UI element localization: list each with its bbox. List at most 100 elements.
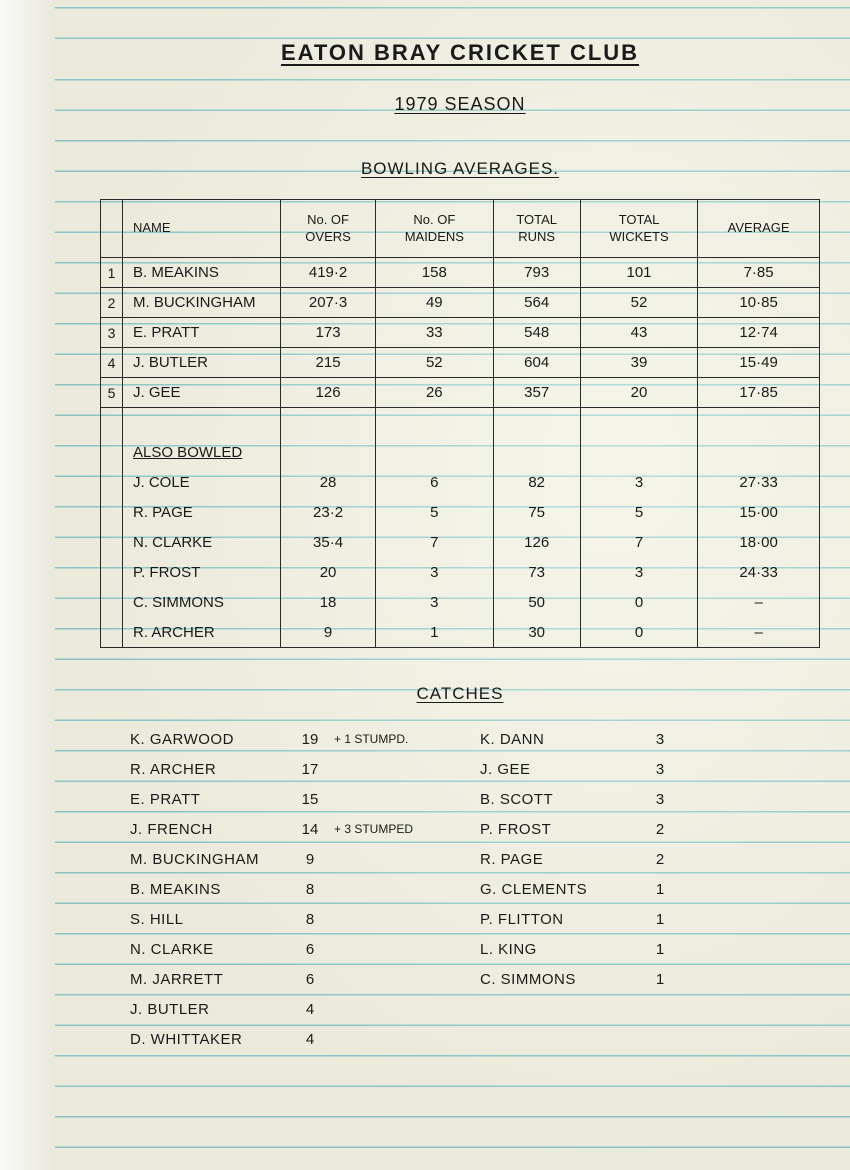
- catch-row: J. BUTLER4: [130, 994, 440, 1024]
- catch-row: G. CLEMENTS1: [480, 874, 790, 904]
- row-name: C. SIMMONS: [123, 588, 281, 618]
- row-runs: 75: [493, 498, 580, 528]
- catch-value: 6: [290, 941, 330, 958]
- catch-value: 1: [640, 971, 680, 988]
- row-average: 18·00: [698, 528, 820, 558]
- row-wickets: 52: [580, 288, 697, 318]
- table-row: 2M. BUCKINGHAM207·3495645210·85: [101, 288, 820, 318]
- catch-row: R. PAGE2: [480, 844, 790, 874]
- table-row: 4J. BUTLER215526043915·49: [101, 348, 820, 378]
- row-name: J. BUTLER: [123, 348, 281, 378]
- lined-paper: EATON BRAY CRICKET CLUB 1979 SEASON BOWL…: [55, 0, 850, 1170]
- catch-value: 3: [640, 731, 680, 748]
- catch-row: J. GEE3: [480, 754, 790, 784]
- col-average: AVERAGE: [698, 200, 820, 258]
- row-overs: 23·2: [281, 498, 376, 528]
- table-row: J. COLE28682327·33: [101, 468, 820, 498]
- row-wickets: 0: [580, 588, 697, 618]
- row-maidens: 6: [376, 468, 493, 498]
- row-overs: 9: [281, 618, 376, 648]
- row-name: M. BUCKINGHAM: [123, 288, 281, 318]
- row-index: [101, 618, 123, 648]
- catch-row: S. HILL8: [130, 904, 440, 934]
- row-index: [101, 528, 123, 558]
- row-maidens: 26: [376, 378, 493, 408]
- catch-name: C. SIMMONS: [480, 971, 640, 988]
- row-name: J. GEE: [123, 378, 281, 408]
- catch-value: 2: [640, 851, 680, 868]
- table-row: 3E. PRATT173335484312·74: [101, 318, 820, 348]
- table-header-row: NAME No. OFOVERS No. OFMAIDENS TOTALRUNS…: [101, 200, 820, 258]
- row-wickets: 3: [580, 558, 697, 588]
- row-runs: 564: [493, 288, 580, 318]
- row-wickets: 0: [580, 618, 697, 648]
- catch-value: 19: [290, 731, 330, 748]
- catch-name: B. SCOTT: [480, 791, 640, 808]
- row-runs: 793: [493, 258, 580, 288]
- catch-value: 1: [640, 911, 680, 928]
- catch-name: P. FROST: [480, 821, 640, 838]
- row-average: 27·33: [698, 468, 820, 498]
- catch-value: 9: [290, 851, 330, 868]
- table-row: P. FROST20373324·33: [101, 558, 820, 588]
- catch-name: L. KING: [480, 941, 640, 958]
- club-title: EATON BRAY CRICKET CLUB: [100, 40, 820, 66]
- row-maidens: 52: [376, 348, 493, 378]
- catch-name: J. BUTLER: [130, 1001, 290, 1018]
- col-wickets: TOTALWICKETS: [580, 200, 697, 258]
- catch-name: K. DANN: [480, 731, 640, 748]
- catch-name: M. BUCKINGHAM: [130, 851, 290, 868]
- row-wickets: 43: [580, 318, 697, 348]
- row-wickets: 20: [580, 378, 697, 408]
- row-maidens: 49: [376, 288, 493, 318]
- row-overs: 126: [281, 378, 376, 408]
- catch-name: B. MEAKINS: [130, 881, 290, 898]
- catch-value: 4: [290, 1031, 330, 1048]
- row-index: [101, 588, 123, 618]
- catch-value: 15: [290, 791, 330, 808]
- row-runs: 604: [493, 348, 580, 378]
- row-average: –: [698, 588, 820, 618]
- row-average: 24·33: [698, 558, 820, 588]
- catch-row: J. FRENCH14+ 3 STUMPED: [130, 814, 440, 844]
- row-overs: 207·3: [281, 288, 376, 318]
- catch-value: 6: [290, 971, 330, 988]
- table-row: 1B. MEAKINS419·21587931017·85: [101, 258, 820, 288]
- row-wickets: 101: [580, 258, 697, 288]
- row-runs: 30: [493, 618, 580, 648]
- catch-row: D. WHITTAKER4: [130, 1024, 440, 1054]
- season-subtitle: 1979 SEASON: [100, 94, 820, 115]
- catch-value: 3: [640, 761, 680, 778]
- table-row: 5J. GEE126263572017·85: [101, 378, 820, 408]
- catch-value: 4: [290, 1001, 330, 1018]
- row-average: 15·00: [698, 498, 820, 528]
- bowling-section-title: BOWLING AVERAGES.: [100, 159, 820, 179]
- row-maidens: 3: [376, 588, 493, 618]
- catch-row: R. ARCHER17: [130, 754, 440, 784]
- catch-note: + 1 STUMPD.: [334, 732, 408, 746]
- row-average: 17·85: [698, 378, 820, 408]
- row-average: –: [698, 618, 820, 648]
- table-row: R. PAGE23·2575515·00: [101, 498, 820, 528]
- col-index: [101, 200, 123, 258]
- catches-left-column: K. GARWOOD19+ 1 STUMPD.R. ARCHER17E. PRA…: [130, 724, 440, 1054]
- catch-value: 14: [290, 821, 330, 838]
- row-name: P. FROST: [123, 558, 281, 588]
- row-runs: 126: [493, 528, 580, 558]
- catch-name: K. GARWOOD: [130, 731, 290, 748]
- catches-section-title: CATCHES: [100, 684, 820, 704]
- catches-right-column: K. DANN3J. GEE3B. SCOTT3P. FROST2R. PAGE…: [480, 724, 790, 1054]
- catch-row: B. MEAKINS8: [130, 874, 440, 904]
- row-index: 1: [101, 258, 123, 288]
- row-index: 4: [101, 348, 123, 378]
- row-runs: 82: [493, 468, 580, 498]
- catch-name: S. HILL: [130, 911, 290, 928]
- catch-value: 2: [640, 821, 680, 838]
- catch-row: M. JARRETT6: [130, 964, 440, 994]
- row-maidens: 1: [376, 618, 493, 648]
- catch-row: P. FLITTON1: [480, 904, 790, 934]
- catches-section: CATCHES K. GARWOOD19+ 1 STUMPD.R. ARCHER…: [100, 684, 820, 1054]
- row-maidens: 33: [376, 318, 493, 348]
- also-bowled-label: ALSO BOWLED: [133, 444, 242, 461]
- table-row: C. SIMMONS183500–: [101, 588, 820, 618]
